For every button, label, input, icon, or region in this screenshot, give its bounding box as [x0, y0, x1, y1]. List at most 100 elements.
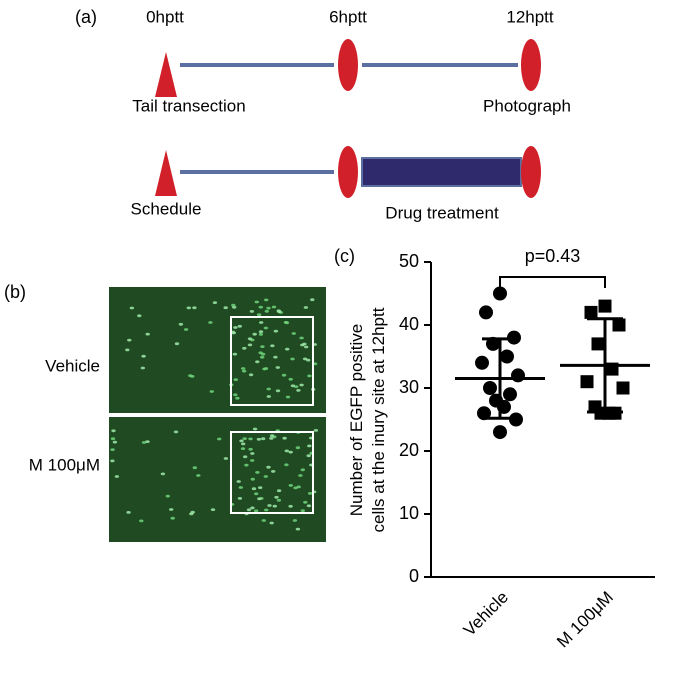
cell	[277, 310, 282, 313]
data-point	[477, 406, 491, 421]
cell	[260, 355, 265, 359]
cell	[263, 475, 268, 478]
cell	[248, 373, 254, 377]
cell	[266, 395, 271, 398]
significance-bracket	[499, 276, 606, 288]
cell	[232, 352, 238, 356]
timepoint: 6hptt	[329, 7, 367, 26]
cell	[273, 329, 279, 333]
cell	[173, 430, 179, 434]
cell	[299, 383, 304, 387]
cell	[238, 486, 243, 489]
timepoint: 0hptt	[146, 7, 184, 26]
cell	[271, 470, 276, 473]
cell	[244, 463, 249, 467]
cell	[236, 480, 241, 483]
cell	[284, 463, 289, 467]
cell	[145, 332, 150, 336]
cell	[284, 321, 290, 325]
cell	[110, 437, 116, 441]
cell	[125, 348, 130, 352]
cell	[276, 498, 282, 502]
cell	[141, 441, 147, 444]
cell	[254, 300, 259, 304]
cell	[269, 434, 275, 438]
cell	[174, 342, 180, 346]
cell	[258, 333, 264, 336]
cell	[275, 389, 281, 393]
cell	[242, 437, 247, 440]
step-label: Tail transection	[132, 96, 245, 115]
cell	[263, 326, 269, 330]
cell	[281, 373, 287, 377]
y-tick-label: 30	[399, 377, 419, 397]
cell	[250, 452, 255, 455]
data-point	[475, 355, 489, 370]
cell	[111, 429, 116, 433]
cell	[251, 487, 257, 491]
ellipse-marker	[338, 146, 358, 198]
cell	[209, 390, 214, 393]
cell	[237, 324, 242, 328]
cell	[290, 384, 296, 388]
data-point	[591, 337, 605, 351]
ellipse-marker	[521, 39, 541, 91]
cell	[188, 374, 193, 377]
cell	[258, 330, 264, 334]
cell	[129, 306, 135, 310]
cell	[243, 455, 248, 459]
cell	[252, 427, 258, 431]
data-point	[584, 305, 598, 319]
data-point	[511, 368, 525, 383]
cell	[272, 504, 277, 508]
cell	[310, 298, 315, 302]
cell	[255, 471, 260, 474]
cell	[257, 497, 262, 501]
cell	[307, 444, 312, 448]
cell	[294, 385, 299, 388]
cell	[256, 437, 262, 441]
cell	[235, 396, 240, 400]
y-tick-label: 0	[409, 566, 419, 586]
cell	[292, 519, 298, 522]
cell	[112, 440, 118, 444]
cell	[249, 310, 255, 313]
drug-bar	[361, 157, 522, 187]
cell	[239, 439, 244, 443]
cell	[306, 454, 311, 458]
cell	[210, 508, 216, 511]
row-label: Vehicle	[45, 356, 100, 375]
cell	[139, 519, 144, 523]
data-point	[493, 425, 507, 440]
cell	[217, 437, 222, 441]
cell	[192, 306, 197, 310]
cell	[231, 303, 236, 307]
ellipse-marker	[521, 146, 541, 198]
roi-box	[230, 316, 314, 406]
cell	[160, 472, 166, 476]
cell	[261, 519, 266, 522]
data-point	[580, 375, 594, 389]
cell	[141, 354, 146, 358]
cell	[145, 440, 150, 443]
data-point	[483, 381, 497, 395]
cell	[165, 494, 170, 498]
triangle-marker	[155, 150, 177, 196]
cell	[247, 337, 253, 341]
cell	[241, 369, 247, 373]
y-axis-label-line: cells at the inury site at 12hptt	[369, 307, 388, 532]
cell	[300, 468, 305, 472]
cell	[196, 474, 201, 477]
data-point	[500, 349, 514, 364]
data-point	[486, 336, 500, 351]
cell	[290, 357, 295, 361]
cell	[266, 306, 271, 310]
cell	[248, 447, 253, 451]
cell	[241, 442, 246, 446]
cell	[255, 360, 260, 364]
data-point	[616, 381, 630, 395]
data-point	[503, 387, 517, 402]
cell	[300, 509, 305, 512]
cell	[303, 306, 309, 309]
